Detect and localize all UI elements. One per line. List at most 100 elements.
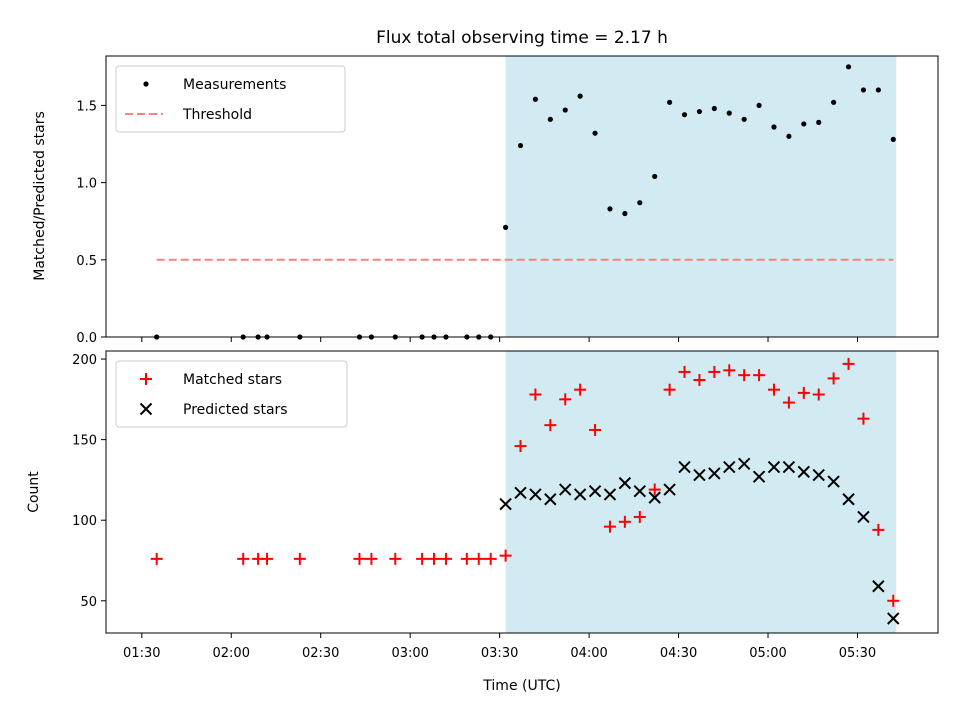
- top-panel-series-0-point-40: [890, 136, 896, 142]
- bottom-panel-series-0-point-16: [529, 388, 542, 401]
- top-panel-shaded-region: [505, 56, 897, 337]
- x-axis-label: Time (UTC): [482, 678, 560, 694]
- bottom-panel-series-0-point-40: [887, 594, 900, 607]
- top-panel-series-0-point-22: [622, 210, 628, 217]
- top-panel-series-0-point-33: [786, 133, 792, 139]
- bottom-panel-series-1-point-24-b: [857, 510, 870, 524]
- top-panel-y-tick-label-1: 0.5: [76, 254, 97, 269]
- top-panel-series-0-point-23: [637, 200, 643, 206]
- top-panel-series-0-point-29: [726, 110, 732, 116]
- bottom-panel-series-1-point-21-b: [812, 468, 825, 482]
- bottom-panel-y-tick-label-1: 100: [72, 514, 97, 529]
- bottom-panel-series-0-point-17: [544, 419, 557, 432]
- bottom-panel-series-1-point-2: [529, 488, 542, 501]
- bottom-panel-shaded-region: [505, 351, 897, 633]
- top-panel-series-0-point-34: [801, 121, 807, 127]
- bottom-panel-series-0-point-25: [663, 383, 676, 396]
- bottom-panel-series-0-point-8: [416, 552, 429, 565]
- top-panel-series-0-point-36: [831, 99, 837, 105]
- bottom-panel-series-1-point-15-b: [723, 460, 736, 474]
- bottom-panel-series-0-point-32: [767, 383, 780, 396]
- bottom-panel-y-tick-label-0: 50: [80, 595, 97, 610]
- bottom-panel-series-0-point-35: [812, 388, 825, 401]
- x-tick-label-7: 05:00: [749, 646, 786, 661]
- bottom-panel-series-1-point-24: [857, 510, 870, 524]
- bottom-panel-series-0-point-14: [499, 549, 512, 562]
- top-panel-series-0-point-31: [756, 102, 762, 109]
- bottom-panel-series-1-point-15: [723, 460, 736, 474]
- bottom-panel-series-1-point-14-b: [708, 467, 721, 480]
- top-panel-legend-box: [115, 65, 346, 133]
- bottom-panel-legend-label-1: Predicted stars: [183, 402, 288, 418]
- x-tick-label-3: 03:00: [391, 646, 428, 661]
- bottom-panel-series-1-point-14: [708, 467, 721, 480]
- bottom-panel-series-1-point-21: [812, 468, 825, 482]
- bottom-panel-series-0-point-6: [365, 552, 378, 565]
- top-panel-y-tick-label-0: 0.0: [76, 331, 97, 346]
- bottom-panel-series-0-point-13: [484, 552, 497, 565]
- bottom-panel-series-1-point-23-b: [842, 493, 855, 506]
- bottom-panel-series-1-point-13-b: [693, 468, 706, 482]
- bottom-panel-series-1-point-12: [678, 460, 691, 474]
- bottom-panel-series-1-point-9: [633, 484, 646, 498]
- bottom-panel-series-0-point-33: [782, 396, 795, 409]
- top-y-axis-label: Matched/Predicted stars: [32, 111, 48, 281]
- bottom-panel-series-0-point-20: [589, 423, 602, 436]
- bottom-panel-series-1-point-5-b: [573, 488, 587, 501]
- bottom-panel-series-1-point-26: [887, 612, 900, 625]
- top-panel-series-0-point-17: [547, 116, 553, 122]
- bottom-panel-series-1-point-0-b: [499, 497, 512, 511]
- bottom-panel-series-1-point-6: [588, 484, 602, 498]
- top-panel-legend-label-1: Threshold: [182, 107, 252, 123]
- bottom-panel-series-1-point-4-b: [559, 483, 572, 496]
- top-panel-series-0-point-21: [607, 206, 613, 212]
- bottom-panel-series-1-point-17-b: [752, 470, 766, 483]
- bottom-panel-series-0-point-9: [428, 552, 441, 565]
- bottom-panel-frame: [105, 350, 939, 634]
- x-tick-label-2: 02:30: [302, 646, 339, 661]
- bottom-panel-series-0-point-29: [723, 364, 736, 377]
- bottom-panel-series-0-point-24: [648, 483, 661, 496]
- bottom-panel-series-1-point-9-b: [633, 484, 646, 498]
- bottom-panel-series-0-point-28: [708, 365, 721, 378]
- x-tick-label-4: 03:30: [481, 646, 518, 661]
- bottom-panel-legend-swatch-1-b: [139, 402, 153, 416]
- bottom-panel-series-0-point-18: [559, 393, 572, 406]
- top-panel-series-0-point-30: [741, 116, 747, 122]
- bottom-panel-series-1-point-3-b: [544, 493, 557, 506]
- bottom-panel-series-1-point-10-b: [648, 491, 661, 504]
- bottom-panel-series-1-point-10: [648, 491, 661, 504]
- bottom-panel-series-1-point-6-b: [588, 484, 602, 498]
- top-panel-series-0-point-32: [771, 124, 777, 130]
- bottom-panel-series-1-point-22-b: [827, 475, 840, 488]
- bottom-panel-legend-label-0: Matched stars: [183, 372, 282, 388]
- bottom-panel-series-1-point-8: [618, 476, 632, 490]
- top-panel-y-tick-label-2: 1.0: [76, 177, 97, 192]
- top-panel-series-0-point-20: [592, 130, 598, 136]
- bottom-panel-series-1-point-19: [782, 460, 796, 474]
- bottom-panel-series-0-point-23: [633, 510, 646, 523]
- top-panel-series-0-point-37: [845, 64, 852, 70]
- top-panel-series-0-point-27: [696, 108, 703, 115]
- bottom-panel-series-0-point-37: [842, 357, 855, 370]
- bottom-panel-series-0-point-21: [603, 520, 616, 533]
- bottom-panel-series-1-point-8-b: [618, 476, 632, 490]
- bottom-panel-series-0-point-39: [872, 523, 885, 536]
- x-tick-label-0: 01:30: [123, 646, 160, 661]
- bottom-panel-series-0-point-5: [353, 552, 366, 565]
- bottom-y-axis-label: Count: [26, 471, 42, 513]
- bottom-panel-legend-box: [115, 360, 348, 428]
- bottom-panel-series-1-point-20: [797, 465, 811, 479]
- bottom-panel-series-1-point-7: [603, 488, 617, 501]
- top-panel-legend-label-0: Measurements: [183, 77, 286, 93]
- bottom-panel-series-1-point-13: [693, 468, 706, 482]
- bottom-panel-y-tick-label-3: 200: [72, 353, 97, 368]
- bottom-panel-series-1-point-4: [559, 483, 572, 496]
- top-panel-series-0-point-16: [532, 96, 539, 102]
- bottom-panel-series-1-point-0: [499, 497, 512, 511]
- bottom-panel-series-1-point-5: [573, 488, 587, 501]
- bottom-panel-y-tick-label-2: 150: [72, 434, 97, 449]
- bottom-panel-series-1-point-25-b: [872, 580, 885, 593]
- bottom-panel-series-1-point-18: [767, 460, 781, 474]
- bottom-panel-series-0-point-0: [150, 552, 163, 565]
